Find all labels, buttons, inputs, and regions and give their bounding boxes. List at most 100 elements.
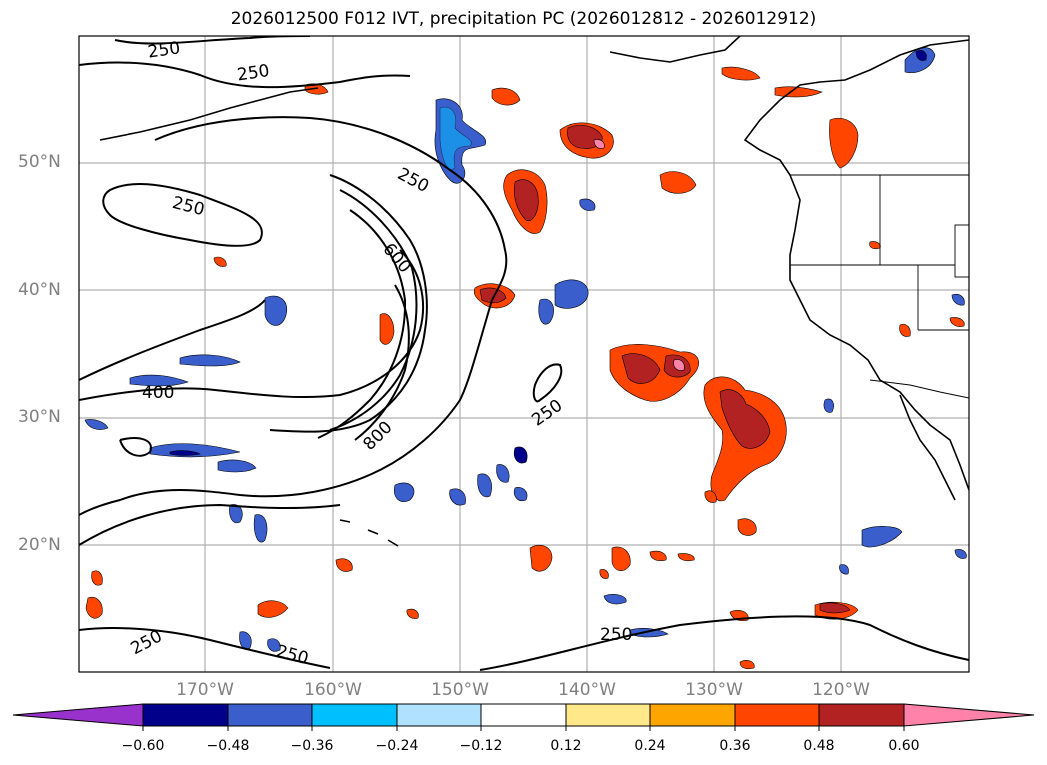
- colorbar-tick-label: 0.24: [634, 738, 666, 754]
- colorbar-tick-label: 0.60: [888, 738, 920, 754]
- precip-patch: [129, 374, 189, 387]
- coastline-baja: [899, 394, 956, 501]
- precip-patch: [394, 482, 415, 502]
- precip-patch: [169, 450, 201, 456]
- precip-patch: [593, 139, 605, 149]
- lon-label: 160°W: [304, 680, 362, 700]
- map-frame: [78, 35, 970, 673]
- precip-patch: [629, 628, 669, 638]
- colorbar-tick-label: −0.60: [121, 738, 165, 754]
- ivt-contour: [102, 182, 263, 247]
- lon-label: 150°W: [431, 680, 489, 700]
- colorbar-bin: [311, 703, 398, 727]
- ivt-contour: [79, 116, 508, 516]
- precip-patch: [721, 66, 761, 81]
- ivt-contour: [79, 627, 331, 669]
- precip-negative-patches: [84, 47, 967, 652]
- precip-patch: [673, 359, 685, 371]
- precip-patch: [529, 545, 553, 572]
- precip-patch: [737, 518, 757, 536]
- precip-patch: [379, 313, 395, 345]
- contour-label: 250: [147, 38, 182, 62]
- contour-label: 250: [236, 61, 271, 85]
- colorbar-bin: [818, 703, 905, 727]
- lon-label: 120°W: [812, 680, 870, 700]
- ivt-contour: [79, 503, 341, 546]
- precip-patch: [496, 464, 510, 483]
- precip-patch: [861, 526, 903, 548]
- ivt-contour: [79, 299, 266, 381]
- ivt-contour: [79, 61, 411, 89]
- ivt-contours: [79, 36, 969, 671]
- precip-patch: [611, 546, 631, 571]
- ivt-contour: [79, 249, 424, 401]
- precip-patch: [603, 594, 627, 605]
- precip-patch: [579, 198, 596, 211]
- precip-positive-patches: [85, 66, 965, 670]
- precip-patch: [677, 553, 695, 562]
- precip-patch: [659, 171, 697, 194]
- precip-patch: [621, 353, 661, 384]
- precip-patch: [599, 569, 609, 579]
- precip-patch: [819, 602, 851, 614]
- ivt-contour: [119, 437, 152, 457]
- precip-patch: [823, 398, 834, 413]
- precip-patch: [479, 287, 507, 304]
- colorbar-extend-high: [903, 703, 1035, 727]
- contour-label: 250: [600, 625, 632, 645]
- precip-patch: [899, 323, 911, 337]
- precip-patch: [217, 459, 257, 473]
- precip-patch: [739, 660, 755, 670]
- colorbar: [12, 703, 1035, 731]
- precip-patch: [554, 279, 589, 309]
- coastline-aleutians: [99, 87, 319, 141]
- lat-label: 50°N: [18, 152, 61, 172]
- colorbar-tick-label: −0.12: [459, 738, 503, 754]
- contour-label: 400: [142, 383, 174, 403]
- precip-patch: [954, 549, 967, 559]
- precip-patch: [951, 293, 965, 306]
- coastlines: [99, 36, 969, 547]
- precip-patch: [335, 558, 353, 572]
- lon-label: 140°W: [558, 680, 616, 700]
- precip-patch: [84, 419, 109, 430]
- colorbar-tick-label: 0.48: [803, 738, 835, 754]
- precip-patch: [829, 117, 859, 169]
- precip-patch: [253, 514, 268, 543]
- precip-patch: [704, 490, 717, 503]
- colorbar-bin: [649, 703, 736, 727]
- precip-patch: [213, 256, 227, 267]
- precip-patch: [513, 446, 528, 464]
- colorbar-tick-label: −0.36: [290, 738, 334, 754]
- precip-patch: [839, 564, 849, 575]
- precip-patch: [949, 317, 965, 327]
- political-borders: [790, 174, 969, 399]
- precip-patch: [449, 488, 466, 506]
- lon-label: 170°W: [176, 680, 234, 700]
- colorbar-bin: [396, 703, 482, 727]
- precip-patch: [513, 487, 528, 501]
- precip-patch: [649, 550, 667, 562]
- lat-label: 20°N: [18, 535, 61, 555]
- coastline-north-america: [743, 39, 969, 491]
- colorbar-bin: [227, 703, 313, 727]
- ivt-contour: [317, 209, 407, 439]
- hawaii: [339, 519, 399, 547]
- colorbar-bin: [480, 703, 567, 727]
- precip-patch: [915, 50, 927, 61]
- ivt-contour: [269, 174, 428, 433]
- precip-patch: [239, 631, 252, 650]
- lat-label: 30°N: [18, 407, 61, 427]
- colorbar-bin: [565, 703, 651, 727]
- colorbar-tick-label: 0.36: [719, 738, 751, 754]
- precip-patch: [264, 295, 288, 326]
- precip-patch: [179, 354, 241, 367]
- precip-patch: [538, 298, 554, 325]
- colorbar-bin: [142, 703, 229, 727]
- colorbar-tick-label: 0.12: [550, 738, 582, 754]
- map-title: 2026012500 F012 IVT, precipitation PC (2…: [230, 9, 817, 29]
- lat-label: 40°N: [18, 280, 61, 300]
- map-area: [79, 36, 969, 672]
- precip-patch: [477, 473, 492, 498]
- precip-patch: [513, 179, 539, 222]
